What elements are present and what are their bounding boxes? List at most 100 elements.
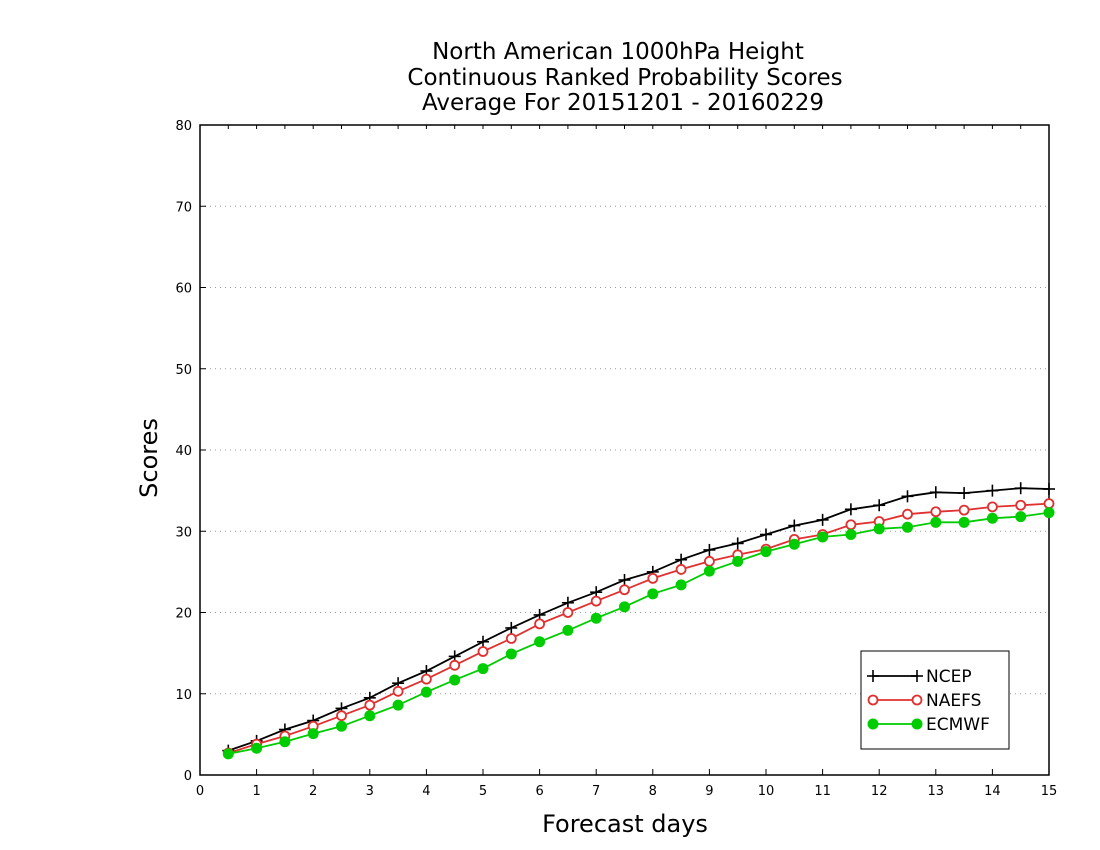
data-point-naefs (336, 710, 347, 722)
x-tick-label: 10 (758, 784, 775, 799)
legend-marker-naefs (911, 694, 923, 706)
data-point-ecmwf (534, 636, 546, 648)
y-tick-label: 0 (184, 769, 192, 784)
x-tick-label: 7 (592, 784, 600, 799)
legend: NCEP NAEFS ECMWF (860, 650, 1010, 750)
legend-label-ncep: NCEP (926, 667, 972, 687)
data-point-ecmwf (364, 710, 376, 722)
data-point-ecmwf (1015, 511, 1027, 523)
data-point-naefs (704, 555, 715, 567)
y-tick-label: 60 (175, 282, 192, 297)
series-naefs (222, 498, 1055, 759)
data-point-naefs (505, 633, 517, 644)
data-point-ncep (561, 596, 574, 609)
legend-item-naefs: NAEFS (867, 691, 981, 711)
data-point-naefs (845, 519, 857, 531)
data-point-naefs (675, 564, 687, 575)
data-point-ecmwf (251, 742, 263, 754)
data-point-ecmwf (930, 516, 942, 528)
data-point-ncep (1043, 483, 1055, 495)
data-point-naefs (987, 501, 998, 513)
y-tick-label: 70 (175, 200, 192, 215)
data-point-naefs (534, 618, 545, 630)
data-point-ecmwf (845, 529, 857, 540)
x-tick-label: 13 (928, 784, 945, 799)
data-point-ecmwf (279, 736, 291, 748)
data-point-ncep (958, 487, 971, 500)
data-point-ncep (731, 537, 744, 550)
data-point-ncep (505, 621, 518, 634)
data-point-ecmwf (647, 588, 659, 600)
data-point-ncep (618, 574, 631, 586)
chart-title: North American 1000hPa Height Continuous… (407, 39, 842, 116)
x-tick-label: 2 (309, 784, 317, 799)
data-point-ecmwf (873, 523, 885, 535)
title-line-1: North American 1000hPa Height (432, 39, 804, 65)
series-ncep (222, 482, 1055, 757)
y-axis-ticks: 0 10 20 30 40 50 60 70 80 (175, 119, 206, 784)
data-point-ecmwf (732, 555, 744, 567)
data-point-ecmwf (958, 516, 970, 528)
data-point-ecmwf (675, 579, 687, 591)
y-axis-label: Scores (135, 418, 163, 498)
y-tick-label: 80 (175, 119, 192, 134)
title-line-3: Average For 20151201 - 20160229 (422, 90, 824, 116)
legend-label-ecmwf: ECMWF (926, 715, 990, 735)
x-tick-label: 6 (535, 784, 543, 799)
legend-item-ecmwf: ECMWF (867, 715, 990, 735)
data-point-ncep (844, 503, 857, 516)
data-point-ncep (873, 499, 886, 512)
data-point-ecmwf (1043, 507, 1055, 519)
data-point-ncep (760, 528, 772, 541)
data-point-naefs (1015, 499, 1027, 511)
data-point-naefs (902, 508, 913, 520)
legend-marker-naefs (867, 694, 879, 706)
x-tick-label: 9 (705, 784, 713, 799)
data-point-ecmwf (590, 612, 602, 624)
x-axis-label: Forecast days (542, 810, 708, 838)
data-point-naefs (647, 572, 659, 584)
data-point-ecmwf (986, 512, 998, 524)
x-axis-ticks: 0 1 2 3 4 5 6 7 8 9 10 11 12 13 14 15 (196, 125, 1057, 799)
data-point-ncep (929, 486, 942, 499)
data-point-naefs (619, 584, 630, 596)
data-point-naefs (364, 699, 376, 711)
legend-marker-ncep (911, 670, 923, 682)
legend-marker-ecmwf (911, 718, 923, 730)
data-point-naefs (930, 506, 942, 518)
data-point-ecmwf (477, 663, 489, 675)
data-point-naefs (958, 504, 970, 516)
data-point-ecmwf (817, 531, 829, 543)
y-tick-label: 50 (175, 363, 192, 378)
data-point-ecmwf (788, 538, 800, 550)
x-tick-label: 3 (366, 784, 374, 799)
data-point-ncep (477, 635, 489, 648)
data-point-ncep (703, 543, 716, 556)
x-tick-label: 5 (479, 784, 487, 799)
data-point-naefs (449, 659, 461, 671)
data-point-ncep (816, 513, 829, 526)
data-point-ecmwf (619, 601, 630, 613)
y-tick-label: 20 (175, 607, 192, 622)
x-tick-label: 15 (1041, 784, 1058, 799)
data-point-ncep (1014, 482, 1027, 495)
legend-label-naefs: NAEFS (926, 691, 981, 711)
data-point-naefs (562, 607, 574, 618)
y-tick-label: 40 (175, 444, 192, 459)
data-point-ecmwf (505, 648, 517, 660)
data-point-naefs (1043, 498, 1055, 510)
legend-marker-ecmwf (867, 718, 879, 730)
data-point-naefs (477, 646, 489, 657)
data-point-naefs (590, 595, 602, 607)
data-point-ecmwf (902, 521, 913, 533)
data-point-ecmwf (703, 565, 715, 577)
x-tick-label: 1 (252, 784, 260, 799)
data-point-ncep (788, 519, 801, 532)
data-point-ecmwf (392, 699, 404, 711)
series-ecmwf (222, 507, 1055, 760)
data-point-ncep (901, 490, 914, 503)
data-point-ecmwf (760, 546, 772, 558)
data-point-ecmwf (336, 720, 347, 732)
title-line-2: Continuous Ranked Probability Scores (407, 65, 842, 91)
